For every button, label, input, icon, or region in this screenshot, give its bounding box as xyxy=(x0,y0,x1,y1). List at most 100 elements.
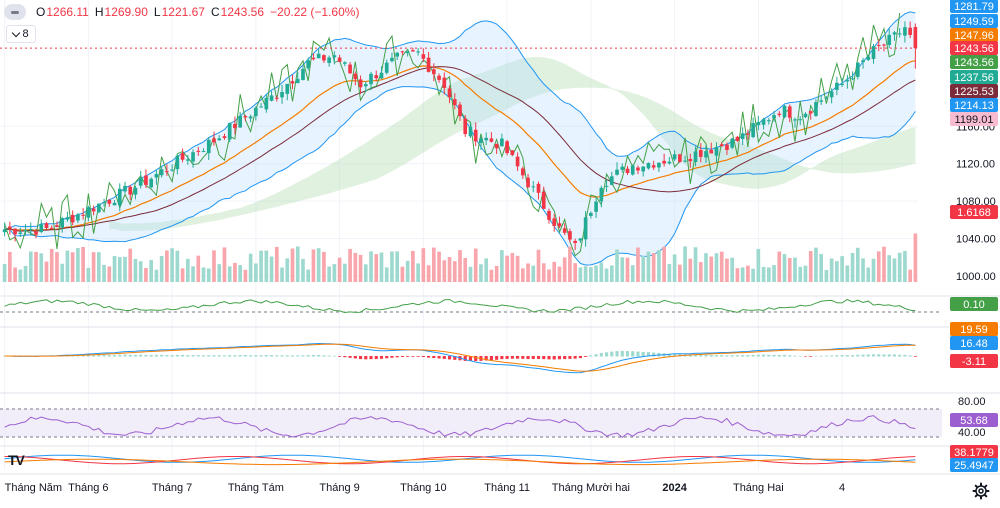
candle-body xyxy=(70,214,75,223)
macd-histogram-bar xyxy=(693,354,698,357)
volume-bar xyxy=(589,267,593,282)
candle-body xyxy=(117,188,122,205)
candle-body xyxy=(887,34,892,45)
candle-body xyxy=(269,95,274,101)
candle-body xyxy=(777,113,782,115)
indicator-toggle-button[interactable]: 8 xyxy=(6,25,36,43)
time-axis-label: 2024 xyxy=(662,482,687,494)
adx-line xyxy=(4,458,916,466)
volume-bar xyxy=(746,265,750,282)
macd-histogram-bar xyxy=(201,355,206,357)
macd-histogram-bar xyxy=(819,355,823,357)
time-axis-label: Tháng 9 xyxy=(319,482,359,494)
volume-bar xyxy=(709,256,714,282)
dmi-tag: 38.1779 xyxy=(954,447,994,459)
volume-bar xyxy=(133,258,138,282)
candle-body xyxy=(782,105,787,118)
macd-histogram-bar xyxy=(725,355,729,357)
volume-bar xyxy=(520,268,525,282)
volume-bar xyxy=(756,248,761,282)
macd-histogram-bar xyxy=(343,356,347,358)
macd-histogram-bar xyxy=(379,356,384,359)
candle-body xyxy=(165,171,169,173)
candle-body xyxy=(363,84,368,87)
volume-bar xyxy=(44,261,49,282)
macd-tag: 16.48 xyxy=(960,338,988,350)
candle-body xyxy=(431,69,436,75)
volume-bar xyxy=(510,253,515,282)
volume-bar xyxy=(683,246,687,282)
macd-histogram-bar xyxy=(463,356,467,361)
candle-body xyxy=(819,100,823,102)
volume-bar xyxy=(531,265,536,282)
candle-body xyxy=(185,159,190,161)
candle-body xyxy=(311,57,316,60)
dmi-tag-bg xyxy=(950,445,998,459)
macd-histogram-bar xyxy=(112,355,117,357)
candle-body xyxy=(259,106,263,108)
candle-body xyxy=(824,97,829,99)
volume-tag-bg xyxy=(950,205,998,219)
candle-body xyxy=(678,154,682,162)
symbol-marker-icon[interactable] xyxy=(4,4,26,20)
indicator-count: 8 xyxy=(22,28,29,40)
volume-bar xyxy=(117,257,122,282)
volume-bar xyxy=(625,257,630,282)
candle-body xyxy=(233,123,237,129)
macd-histogram-bar xyxy=(568,356,572,359)
rsi-tag: 53.68 xyxy=(960,415,988,427)
rsi-tag-bg xyxy=(950,413,998,427)
volume-bar xyxy=(578,267,583,282)
candle-body xyxy=(615,169,619,175)
candle-body xyxy=(343,62,347,64)
macd-histogram-bar xyxy=(767,354,771,357)
candle-body xyxy=(651,165,656,168)
candle-body xyxy=(442,77,447,88)
macd-histogram-bar xyxy=(228,355,232,357)
macd-histogram-bar xyxy=(86,355,90,357)
macd-histogram-bar xyxy=(306,354,310,357)
macd-histogram-bar xyxy=(186,355,190,357)
macd-histogram-bar xyxy=(610,351,614,357)
volume-bar xyxy=(489,269,494,282)
volume-bar xyxy=(285,258,290,282)
volume-bar xyxy=(70,252,75,282)
candle-body xyxy=(13,228,17,235)
macd-histogram-bar xyxy=(181,354,185,357)
macd-histogram-bar xyxy=(406,356,410,357)
volume-bar xyxy=(306,269,311,282)
macd-histogram-bar xyxy=(311,354,316,357)
tradingview-logo[interactable]: TV xyxy=(8,452,25,468)
volume-bar xyxy=(657,250,661,282)
price-tag: 1237.56 xyxy=(954,72,994,84)
candle-body xyxy=(2,229,7,233)
candle-body xyxy=(81,214,85,216)
candle-body xyxy=(719,144,724,147)
candle-body xyxy=(91,208,96,212)
close-label: C xyxy=(210,5,220,19)
volume-bar xyxy=(280,267,284,282)
candle-body xyxy=(761,119,766,125)
macd-histogram-bar xyxy=(830,355,834,357)
volume-bar xyxy=(358,254,363,282)
macd-histogram-bar xyxy=(259,355,263,357)
volume-bar xyxy=(604,268,609,282)
macd-histogram-bar xyxy=(154,354,158,357)
macd-histogram-bar xyxy=(249,355,253,357)
volume-bar xyxy=(363,264,368,282)
candle-body xyxy=(322,55,326,61)
macd-histogram-bar xyxy=(144,354,148,357)
macd-histogram-bar xyxy=(97,354,101,357)
volume-bar xyxy=(395,251,400,282)
settings-gear-icon[interactable] xyxy=(972,482,990,500)
candle-body xyxy=(547,210,551,220)
candle-body xyxy=(149,178,154,188)
macd-histogram-bar xyxy=(275,355,279,357)
volume-bar xyxy=(636,247,640,282)
macd-histogram-bar xyxy=(217,355,221,357)
candle-body xyxy=(714,146,719,156)
macd-histogram-bar xyxy=(165,354,169,357)
macd-histogram-bar xyxy=(851,355,855,357)
macd-histogram-bar xyxy=(474,356,478,362)
